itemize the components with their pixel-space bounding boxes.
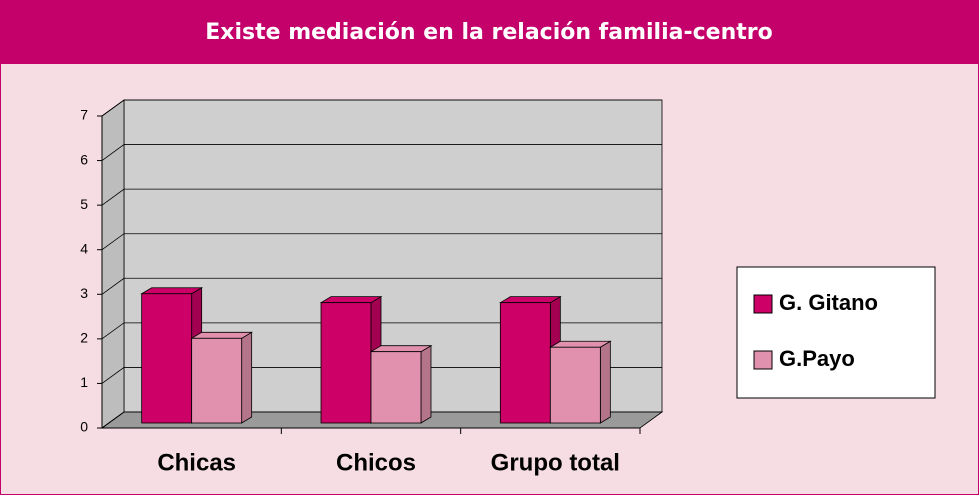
y-tick-label: 4	[80, 240, 88, 256]
bar	[141, 293, 193, 424]
bar-top	[140, 287, 204, 295]
bar-top	[548, 340, 612, 348]
bar-top	[319, 296, 383, 304]
x-tick-label: Chicos	[336, 449, 416, 476]
bar	[320, 302, 372, 424]
bar-side	[241, 331, 253, 424]
y-tick-label: 0	[80, 419, 88, 435]
legend-label: G.Payo	[779, 346, 855, 371]
bar-top	[498, 296, 562, 304]
bar-side	[420, 344, 432, 424]
y-tick-label: 6	[80, 151, 88, 167]
chart-title: Existe mediación en la relación familia-…	[205, 20, 772, 45]
legend-label: G. Gitano	[779, 290, 878, 315]
legend-swatch	[753, 294, 773, 314]
x-tick-label: Grupo total	[491, 449, 620, 476]
bar-top	[369, 345, 433, 353]
x-tick-label: Chicas	[157, 449, 236, 476]
y-tick-label: 7	[80, 107, 88, 123]
bar-top	[190, 331, 254, 339]
y-tick-label: 5	[80, 196, 88, 212]
grid-line	[101, 277, 662, 295]
bar	[549, 346, 601, 424]
legend-box	[736, 266, 936, 399]
legend-swatch	[753, 350, 773, 370]
side-wall	[101, 99, 125, 429]
grid-line	[101, 322, 662, 340]
grid-line	[101, 99, 662, 117]
title-bar	[0, 0, 979, 64]
grid-line	[101, 188, 662, 206]
bar	[499, 302, 551, 424]
grid-line	[101, 233, 662, 251]
y-tick-label: 1	[80, 374, 88, 390]
y-tick-label: 2	[80, 330, 88, 346]
grid-line	[101, 144, 662, 161]
bar	[370, 351, 422, 424]
bar	[191, 337, 243, 424]
y-tick-label: 3	[80, 285, 88, 301]
bar-side	[599, 340, 611, 424]
grid-line	[101, 367, 662, 384]
grid-line	[101, 411, 662, 429]
